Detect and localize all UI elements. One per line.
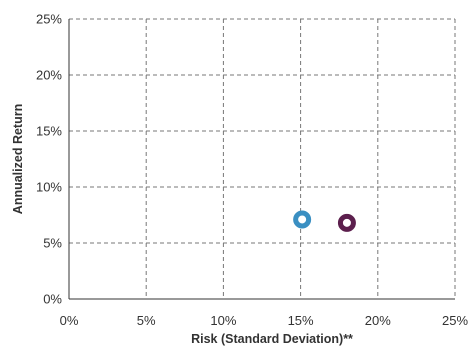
y-tick-label: 0%: [43, 292, 62, 307]
x-axis-title: Risk (Standard Deviation)**: [191, 332, 353, 346]
x-tick-label: 0%: [60, 313, 79, 328]
x-tick-label: 5%: [137, 313, 156, 328]
y-tick-label: 15%: [36, 124, 62, 139]
x-tick-label: 10%: [210, 313, 236, 328]
x-tick-label: 20%: [365, 313, 391, 328]
data-point-series-2: [337, 213, 356, 232]
y-tick-label: 5%: [43, 236, 62, 251]
tick-labels: 0% 5% 10% 15% 20% 25% 0% 5% 10% 15% 20% 25%: [36, 12, 468, 329]
y-tick-label: 25%: [36, 12, 62, 27]
data-points: [293, 210, 356, 232]
y-tick-label: 20%: [36, 68, 62, 83]
y-tick-label: 10%: [36, 180, 62, 195]
y-axis-title: Annualized Return: [11, 104, 25, 214]
data-point-series-1: [293, 210, 312, 229]
axis-layer: [68, 19, 455, 300]
x-tick-label: 15%: [288, 313, 314, 328]
grid-layer: [69, 18, 456, 299]
x-tick-label: 25%: [442, 313, 468, 328]
